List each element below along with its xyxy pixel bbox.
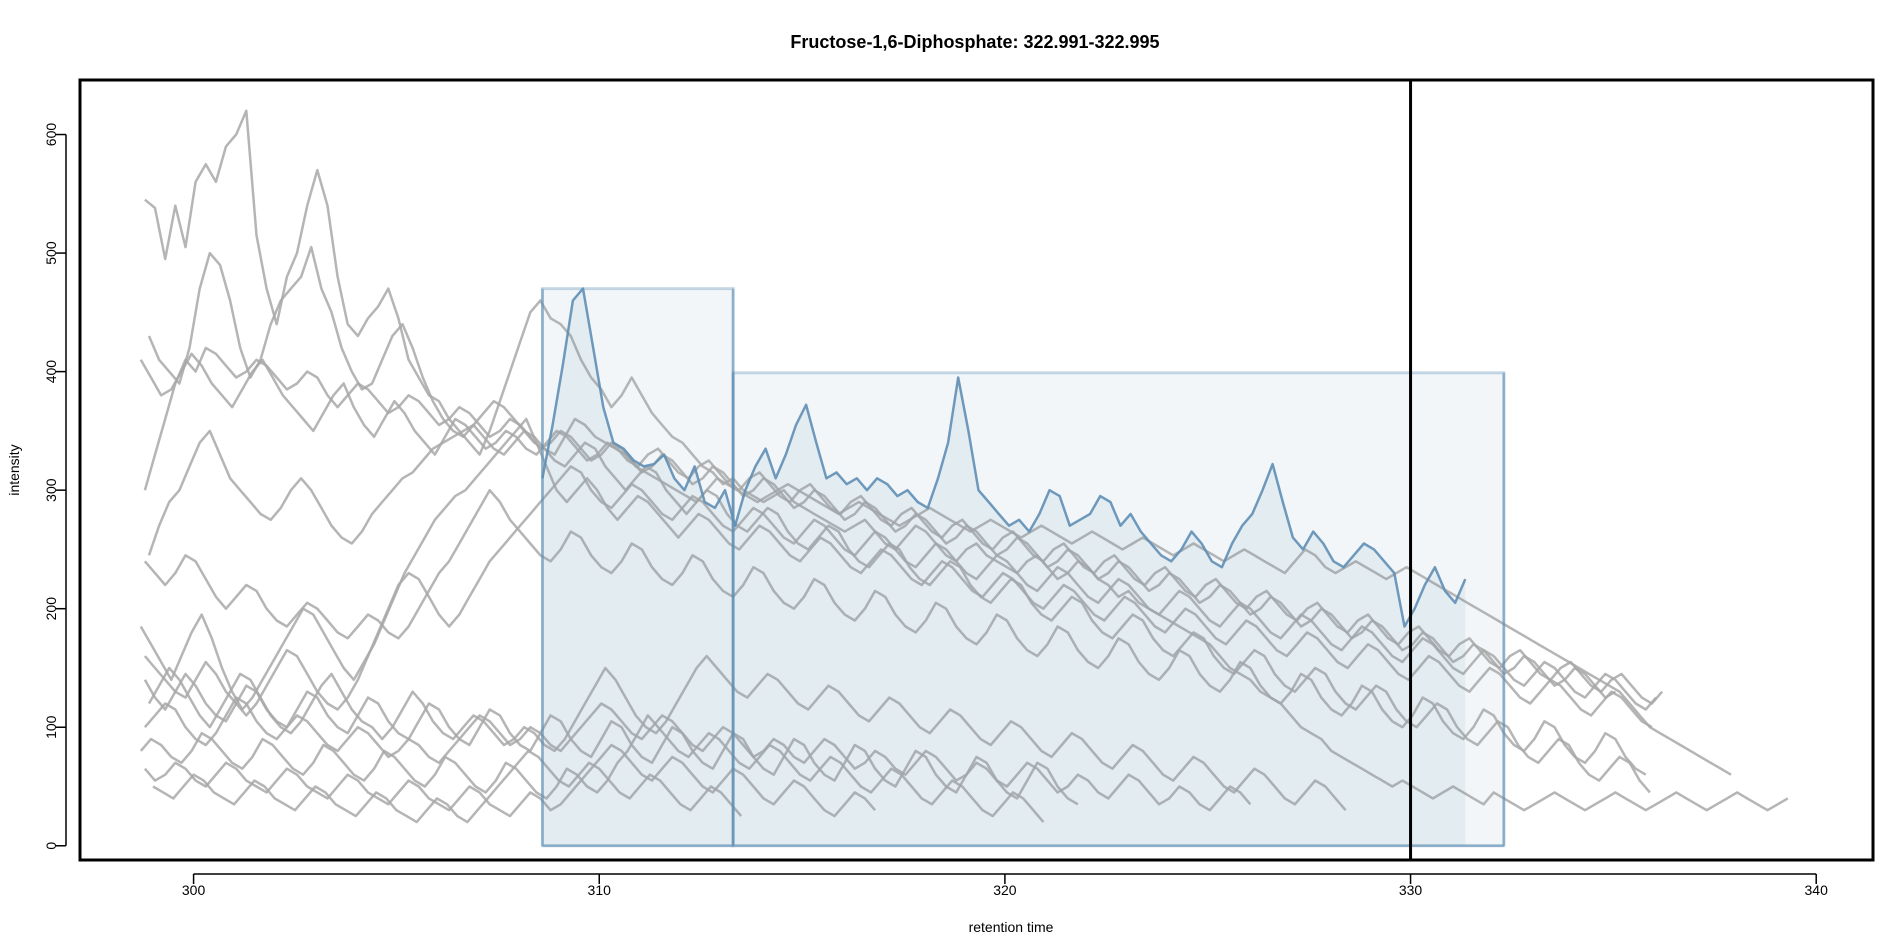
peak-region-fill <box>733 372 1504 846</box>
y-tick-label: 0 <box>43 842 59 850</box>
y-tick-label: 100 <box>43 715 59 739</box>
y-tick-label: 400 <box>43 360 59 384</box>
peak-regions <box>542 288 1504 846</box>
chromatogram-trace <box>139 352 1664 705</box>
x-tick-label: 330 <box>1399 882 1423 898</box>
y-tick-label: 300 <box>43 478 59 502</box>
chromatogram-trace <box>143 465 1657 717</box>
y-tick-label: 600 <box>43 123 59 147</box>
chromatogram-trace <box>143 743 877 818</box>
traces <box>139 109 1789 824</box>
chromatogram-trace <box>139 714 1045 823</box>
chromatogram-trace <box>147 245 1732 776</box>
x-tick-label: 300 <box>182 882 206 898</box>
chromatogram-trace <box>152 749 743 824</box>
chart-title: Fructose-1,6-Diphosphate: 322.991-322.99… <box>790 32 1159 52</box>
x-tick-label: 320 <box>993 882 1017 898</box>
y-axis-label: intensity <box>6 444 22 495</box>
y-axis: 0 100 200 300 400 500 600 <box>43 123 67 850</box>
chromatogram-trace <box>143 672 1079 806</box>
plot-frame <box>78 78 1875 862</box>
highlighted-trace-layer <box>541 287 1467 846</box>
chromatogram-trace <box>143 488 1647 776</box>
chromatogram-trace <box>144 109 1789 812</box>
y-tick-label: 200 <box>43 597 59 621</box>
highlighted-trace-area <box>542 288 1466 846</box>
highlighted-trace-line <box>541 287 1467 628</box>
chromatogram-trace <box>147 423 1651 794</box>
x-axis-label: retention time <box>969 919 1054 935</box>
chromatogram-trace <box>143 346 1617 699</box>
x-axis: 300 310 320 330 340 <box>182 873 1829 898</box>
y-tick-label: 500 <box>43 241 59 265</box>
x-tick-label: 310 <box>588 882 612 898</box>
region-edges <box>540 287 1506 848</box>
x-tick-label: 340 <box>1805 882 1829 898</box>
chromatogram-trace <box>147 654 1347 812</box>
